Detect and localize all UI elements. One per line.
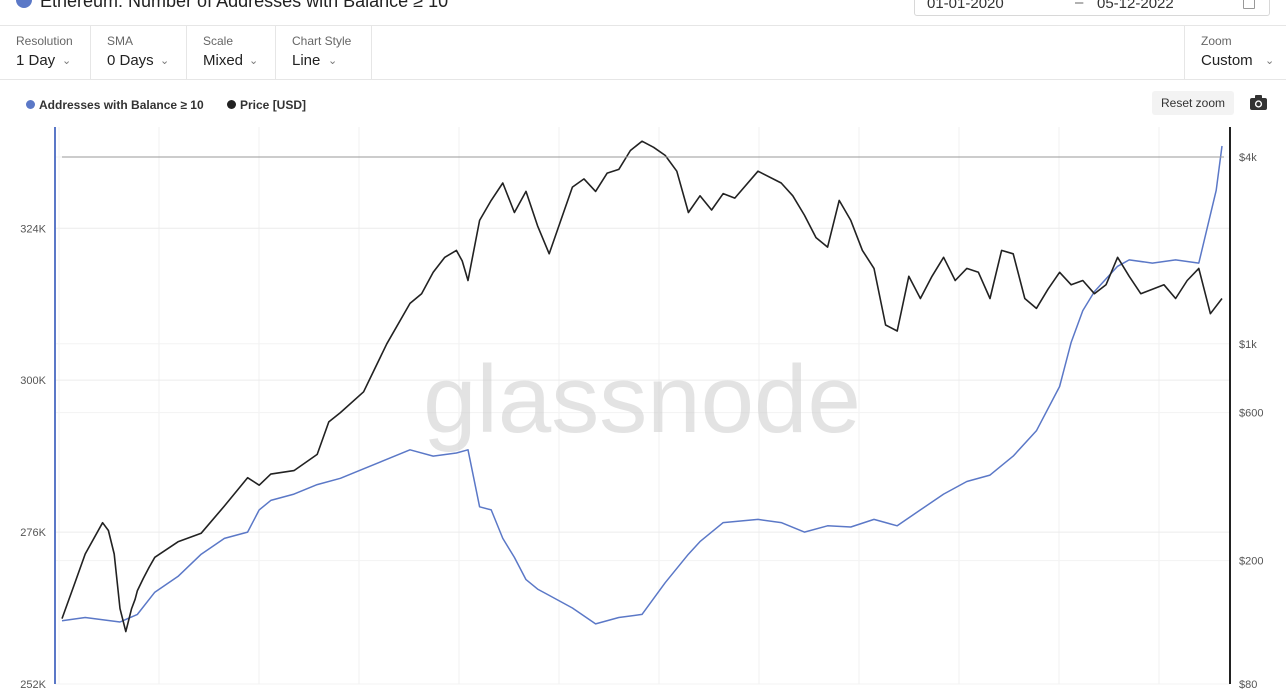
right-tick-label: $4k [1239, 152, 1257, 164]
resolution-label: Resolution [16, 34, 73, 48]
zoom-value: Custom [1201, 52, 1253, 69]
resolution-value: 1 Day [16, 52, 56, 69]
scale-value: Mixed [203, 52, 244, 69]
chevron-down-icon: ⌄ [160, 55, 170, 67]
chart-controls-bar: Resolution 1 Day ⌄ SMA 0 Days ⌄ Scale Mi… [0, 26, 1286, 80]
chevron-down-icon: ⌄ [328, 55, 338, 67]
chart-style-dropdown[interactable]: Chart Style Line ⌄ [276, 26, 372, 79]
legend-label-addresses: Addresses with Balance ≥ 10 [39, 98, 204, 112]
reset-zoom-button[interactable]: Reset zoom [1152, 91, 1234, 115]
sma-label: SMA [107, 34, 134, 48]
legend-dot-price [227, 100, 236, 109]
right-tick-label: $600 [1239, 408, 1263, 420]
resolution-dropdown[interactable]: Resolution 1 Day ⌄ [0, 26, 91, 79]
left-tick-label: 324K [20, 223, 46, 235]
zoom-label: Zoom [1201, 34, 1232, 48]
left-tick-label: 276K [20, 527, 46, 539]
left-axis: 252K 276K 300K 324K [20, 223, 46, 690]
camera-icon[interactable] [1249, 94, 1268, 111]
chart-style-value: Line [292, 52, 321, 69]
scale-label: Scale [203, 34, 234, 48]
chart-style-label: Chart Style [292, 34, 352, 48]
chevron-down-icon: ⌄ [249, 55, 259, 67]
left-tick-label: 300K [20, 375, 46, 387]
scale-dropdown[interactable]: Scale Mixed ⌄ [187, 26, 276, 79]
calendar-icon[interactable] [1243, 0, 1255, 9]
legend-item-price[interactable]: Price [USD] [227, 98, 306, 114]
legend-item-addresses[interactable]: Addresses with Balance ≥ 10 [26, 98, 204, 114]
chart-titlebar: Ethereum: Number of Addresses with Balan… [0, 0, 1286, 26]
page-title: Ethereum: Number of Addresses with Balan… [40, 0, 449, 11]
chevron-down-icon: ⌄ [62, 55, 72, 67]
series-line-addresses [61, 145, 1223, 625]
right-tick-label: $80 [1239, 679, 1257, 690]
chevron-down-icon: ⌄ [1265, 55, 1275, 67]
eth-info-icon [16, 0, 32, 8]
chart-grid [55, 127, 1230, 685]
date-from-field[interactable]: 01-01-2020 [927, 0, 1004, 12]
sma-value: 0 Days [107, 52, 154, 69]
date-separator: – [1075, 0, 1084, 11]
right-axis: $80 $200 $600 $1k $4k [1239, 152, 1263, 690]
series-layer [61, 140, 1223, 633]
right-tick-label: $1k [1239, 339, 1257, 351]
watermark-text: glassnode [423, 346, 861, 453]
left-tick-label: 252K [20, 679, 46, 690]
date-to-field[interactable]: 05-12-2022 [1097, 0, 1174, 12]
date-range-picker[interactable]: 01-01-2020 – 05-12-2022 [914, 0, 1270, 16]
legend-dot-addresses [26, 100, 35, 109]
series-line-price [61, 140, 1223, 633]
zoom-dropdown[interactable]: Zoom Custom ⌄ [1184, 26, 1286, 79]
right-tick-label: $200 [1239, 556, 1263, 568]
sma-dropdown[interactable]: SMA 0 Days ⌄ [91, 26, 187, 79]
legend-label-price: Price [USD] [240, 98, 307, 112]
